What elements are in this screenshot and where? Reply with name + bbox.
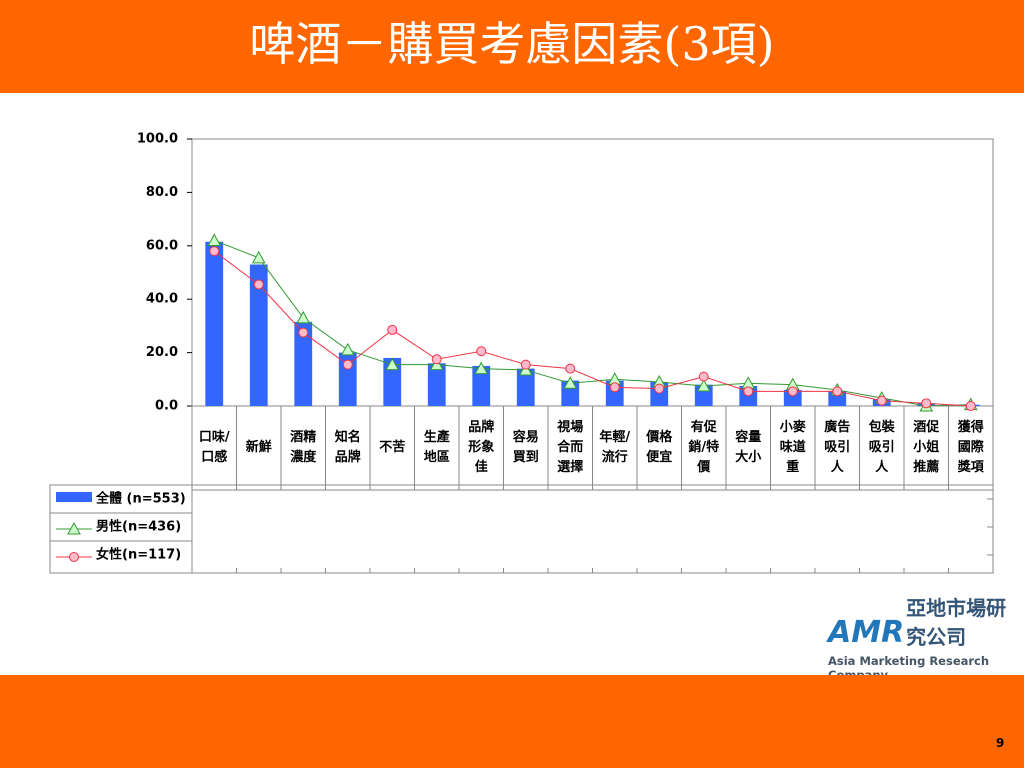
y-tick-label: 20.0 xyxy=(146,345,178,360)
slide-title: 啤酒－購買考慮因素(3項) xyxy=(249,17,775,71)
data-point xyxy=(431,354,442,365)
series-line xyxy=(213,250,971,407)
data-point xyxy=(565,363,576,374)
data-point xyxy=(654,383,665,394)
bar xyxy=(249,264,268,406)
bar xyxy=(205,241,224,406)
x-tick-label: 酒促 小姐 推薦 xyxy=(913,420,940,475)
series-line xyxy=(214,239,971,407)
page-number: 9 xyxy=(996,736,1005,750)
y-tick-label: 0.0 xyxy=(155,399,178,414)
legend-label: 女性(n=117) xyxy=(96,547,181,563)
data-point xyxy=(296,310,311,324)
data-point xyxy=(385,357,400,371)
x-tick-label: 有促 銷/特 價 xyxy=(688,420,720,475)
data-point xyxy=(876,395,887,406)
x-tick-label: 獲得 國際 獎項 xyxy=(957,420,984,475)
x-tick-label: 酒精 濃度 xyxy=(290,430,317,465)
legend-marker xyxy=(67,521,81,535)
x-tick-label: 品牌 形象 佳 xyxy=(468,420,495,475)
data-point xyxy=(209,246,220,257)
x-tick-label: 容易 買到 xyxy=(512,430,539,465)
legend-marker xyxy=(69,552,79,562)
y-tick-label: 80.0 xyxy=(146,185,178,200)
y-tick-label: 60.0 xyxy=(146,238,178,253)
x-tick-label: 價格 便宜 xyxy=(646,430,673,465)
y-tick-label: 100.0 xyxy=(137,132,178,147)
x-tick-label: 不苦 xyxy=(379,440,406,455)
bar xyxy=(516,368,535,406)
data-point xyxy=(609,382,620,393)
data-point xyxy=(342,359,353,370)
legend-table xyxy=(49,484,994,574)
bar xyxy=(427,363,446,406)
x-tick-label: 小麥 味道 重 xyxy=(779,420,806,475)
data-point xyxy=(696,378,711,392)
data-point xyxy=(251,250,266,264)
logo-mark: AMR xyxy=(828,615,905,650)
legend-label: 男性(n=436) xyxy=(96,519,181,535)
data-point xyxy=(787,386,798,397)
x-tick-label: 生產 地區 xyxy=(423,430,450,465)
x-tick-label: 口味/ 口感 xyxy=(198,430,230,465)
data-point xyxy=(207,233,222,246)
data-point xyxy=(474,361,489,375)
header-band xyxy=(0,0,1024,93)
data-point xyxy=(563,376,578,389)
legend-swatch xyxy=(56,492,92,502)
footer-band xyxy=(0,675,1024,768)
logo-name: 亞地市場研究公司 xyxy=(906,596,1007,649)
data-point xyxy=(965,401,976,411)
x-tick-label: 年輕/ 流行 xyxy=(599,430,631,465)
data-point xyxy=(520,359,531,370)
data-point xyxy=(387,324,398,335)
x-tick-label: 容量 大小 xyxy=(735,430,762,465)
data-point xyxy=(743,386,754,397)
y-tick-label: 40.0 xyxy=(146,292,178,307)
bar xyxy=(294,321,313,406)
bar xyxy=(472,365,491,406)
data-point xyxy=(253,279,264,290)
x-tick-label: 知名 品牌 xyxy=(334,430,361,465)
bar xyxy=(783,389,802,406)
data-point xyxy=(340,342,355,356)
logo: AMR 亞地市場研究公司 Asia Marketing Research Com… xyxy=(828,592,1018,682)
x-tick-label: 廣告 吸引 人 xyxy=(824,420,851,475)
data-point xyxy=(298,327,309,338)
data-point xyxy=(476,346,487,357)
x-tick-label: 新鮮 xyxy=(245,440,272,455)
data-point xyxy=(832,386,843,397)
x-tick-label: 視場 合而 選擇 xyxy=(557,420,584,475)
x-tick-label: 包裝 吸引 人 xyxy=(868,420,895,475)
legend-label: 全體 (n=553) xyxy=(95,491,186,507)
data-point xyxy=(698,371,709,382)
data-point xyxy=(921,398,932,409)
